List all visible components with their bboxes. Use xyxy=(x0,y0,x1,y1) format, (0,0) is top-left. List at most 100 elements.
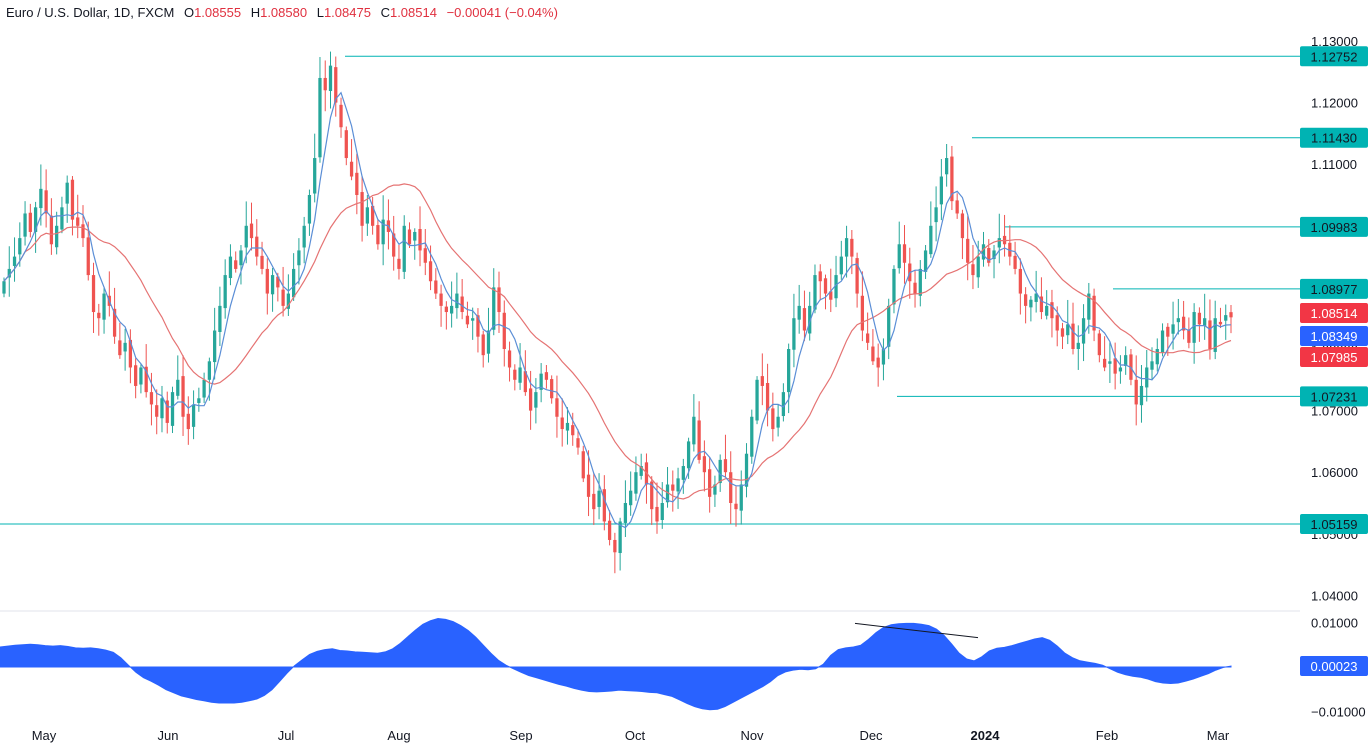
time-tick-label: Jun xyxy=(158,728,179,743)
low-label: L xyxy=(316,5,324,20)
candle-body xyxy=(302,225,306,248)
candle-body xyxy=(91,275,96,313)
candle-body xyxy=(787,349,791,393)
candle-body xyxy=(855,258,859,294)
candle-body xyxy=(507,350,512,368)
candle-body xyxy=(497,287,501,313)
candle-body xyxy=(202,379,206,398)
candle-body xyxy=(771,408,775,430)
candle-body xyxy=(560,417,564,430)
price-tick-label: 1.12000 xyxy=(1311,96,1358,111)
candle-body xyxy=(1013,255,1017,269)
candle-body xyxy=(471,318,475,321)
candle-body xyxy=(513,369,517,380)
candle-body xyxy=(708,469,712,497)
level-tag-label: 1.12752 xyxy=(1311,49,1358,64)
candle-body xyxy=(86,237,90,276)
candle-body xyxy=(286,293,291,309)
candle-body xyxy=(428,261,433,282)
candle-body xyxy=(760,376,764,386)
candle-body xyxy=(1187,329,1191,343)
candle-body xyxy=(392,233,396,257)
candle-body xyxy=(829,291,833,300)
candle-body xyxy=(1155,349,1159,365)
candle-body xyxy=(897,244,901,269)
candle-body xyxy=(655,506,659,522)
level-lines xyxy=(0,55,1300,525)
time-tick-label: Nov xyxy=(740,728,764,743)
candle-body xyxy=(255,236,259,257)
candle-body xyxy=(223,275,227,309)
candle-body xyxy=(1176,318,1180,323)
candle-body xyxy=(1113,358,1117,374)
candle-body xyxy=(697,420,701,460)
candle-body xyxy=(755,379,759,421)
candle-body xyxy=(1029,299,1033,308)
candle-body xyxy=(623,503,628,523)
candle-body xyxy=(602,489,606,522)
candle-body xyxy=(328,65,333,92)
candle-body xyxy=(1097,333,1101,356)
candle-body xyxy=(902,244,907,263)
candle-body xyxy=(866,333,870,343)
time-tick-label: Mar xyxy=(1207,728,1230,743)
candle-body xyxy=(1171,324,1175,334)
candle-body xyxy=(128,339,133,368)
candle-body xyxy=(1081,318,1086,344)
time-tick-label: Sep xyxy=(509,728,532,743)
candle-body xyxy=(571,425,575,436)
candle-body xyxy=(1034,293,1038,302)
candle-body xyxy=(739,484,743,511)
candle-body xyxy=(376,225,380,245)
candle-body xyxy=(218,305,222,332)
oscillator-tag-label: 0.00023 xyxy=(1311,659,1358,674)
candle-body xyxy=(650,481,654,510)
candle-body xyxy=(528,388,533,411)
candle-body xyxy=(702,456,707,473)
candle-body xyxy=(671,484,675,491)
candle-body xyxy=(960,213,965,239)
candle-body xyxy=(592,493,596,510)
price-tick-label: 1.13000 xyxy=(1311,34,1358,49)
candle-body xyxy=(1050,302,1054,319)
candle-body xyxy=(307,195,312,224)
candle-body xyxy=(844,238,849,257)
candle-body xyxy=(149,392,154,405)
price-tick-label: 1.11000 xyxy=(1311,157,1357,172)
open-label: O xyxy=(183,5,195,20)
candle-body xyxy=(407,229,412,245)
candle-body xyxy=(1018,268,1022,294)
price-tick-label: 1.06000 xyxy=(1311,465,1358,480)
level-tag-label: 1.07231 xyxy=(1311,389,1358,404)
candle-body xyxy=(360,192,364,226)
time-tick-label: May xyxy=(32,728,57,743)
candle-body xyxy=(565,422,570,431)
candle-body xyxy=(660,503,664,521)
candle-body xyxy=(750,416,754,457)
candle-body xyxy=(439,293,443,306)
candle-body xyxy=(550,379,554,399)
candle-body xyxy=(76,217,80,226)
candle-body xyxy=(613,539,617,553)
candle-body xyxy=(134,365,138,386)
oscillator-tick-label: −0.01000 xyxy=(1311,705,1366,720)
candle-body xyxy=(1192,312,1196,343)
candle-body xyxy=(160,398,164,419)
candle-body xyxy=(950,156,954,202)
candle-body xyxy=(260,255,264,269)
candle-body xyxy=(971,264,975,276)
candle-body xyxy=(981,244,986,260)
candle-body xyxy=(418,229,422,251)
candle-body xyxy=(686,441,691,469)
candle-body xyxy=(370,205,375,226)
candle-body xyxy=(818,271,822,282)
oscillator-axis: 0.01000 −0.01000 xyxy=(1311,616,1366,720)
candle-body xyxy=(70,179,75,220)
candle-body xyxy=(881,349,886,365)
candle-body xyxy=(165,400,169,423)
time-tick-label: Aug xyxy=(387,728,410,743)
candle-body xyxy=(18,238,22,255)
candle-body xyxy=(1218,321,1223,325)
candle-body xyxy=(1066,324,1070,336)
